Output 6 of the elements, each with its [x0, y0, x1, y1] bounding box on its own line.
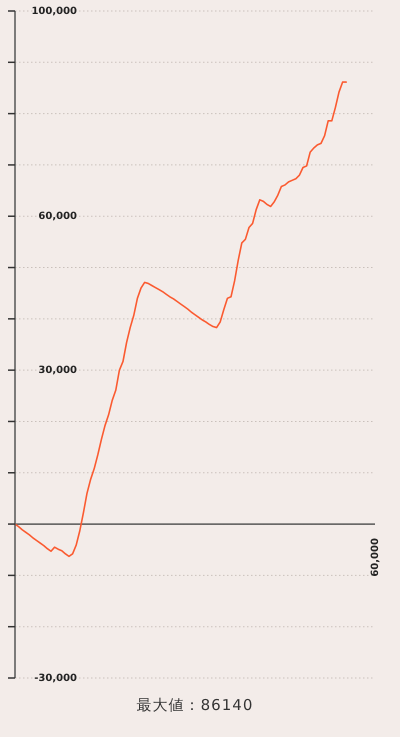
y-tick-label: 100,000 — [31, 6, 78, 16]
line-series — [14, 81, 347, 558]
y-tick-label: -30,000 — [34, 672, 78, 684]
y-tick-label: 30,000 — [38, 364, 78, 376]
y-tick-label: 60,000 — [38, 210, 78, 222]
text: 最大値：86140 — [136, 696, 254, 715]
